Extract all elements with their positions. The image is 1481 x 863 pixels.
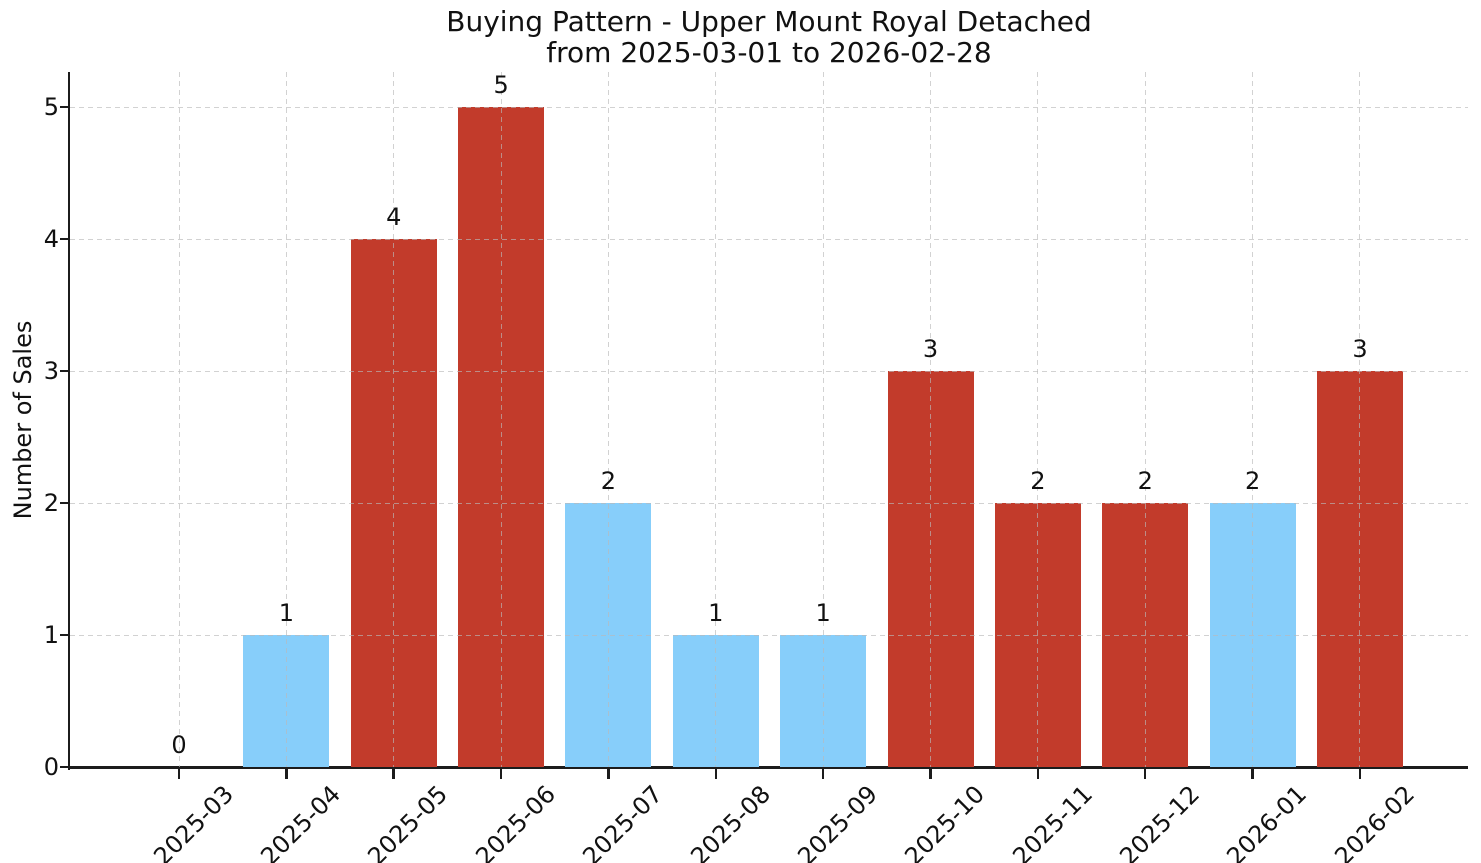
x-tick-mark-2025-08 [714,768,718,779]
bar-value-label-2025-08: 1 [708,599,724,627]
x-tick-label-2025-04: 2025-04 [255,780,347,863]
v-gridline-2025-03 [178,72,180,767]
x-tick-label-2025-05: 2025-05 [362,780,454,863]
bar-2025-06 [458,107,545,767]
x-tick-mark-2025-09 [821,768,825,779]
bar-value-label-2025-05: 4 [386,203,402,231]
x-tick-label-2026-02: 2026-02 [1329,780,1420,863]
bar-2025-08 [672,635,759,767]
x-tick-mark-2026-01 [1251,768,1254,779]
bar-2025-12 [1102,503,1189,767]
h-gridline-4 [70,238,1468,240]
y-tick-mark-1 [60,633,70,637]
chart-title: Buying Pattern - Upper Mount Royal Detac… [70,6,1468,68]
bar-value-label-2025-06: 5 [493,71,509,99]
x-tick-label-2025-09: 2025-09 [792,780,883,863]
bar-2025-11 [994,503,1081,767]
bar-value-label-2025-10: 3 [922,335,939,363]
x-tick-mark-2025-05 [392,768,395,779]
bar-2025-10 [887,371,974,767]
y-tick-label-4: 4 [43,225,59,253]
y-tick-label-1: 1 [43,621,59,649]
bar-value-label-2025-12: 2 [1137,467,1153,495]
bar-2026-02 [1316,371,1403,767]
x-tick-mark-2025-03 [177,768,181,779]
x-tick-label-2025-03: 2025-03 [148,780,239,863]
bar-2025-04 [243,635,330,767]
chart-title-line2: from 2025-03-01 to 2026-02-28 [546,36,992,69]
h-gridline-5 [70,106,1468,108]
x-tick-mark-2025-10 [929,768,932,779]
x-tick-mark-2025-07 [607,768,610,779]
x-tick-mark-2025-06 [499,768,503,779]
x-tick-label-2025-06: 2025-06 [470,780,561,863]
h-gridline-3 [70,370,1468,372]
x-tick-mark-2025-11 [1036,768,1040,779]
bar-2025-07 [565,503,652,767]
bar-2026-01 [1209,503,1296,767]
bar-value-label-2025-03: 0 [171,731,187,759]
x-tick-mark-2025-12 [1143,768,1147,779]
y-tick-mark-5 [60,105,70,109]
bar-value-label-2025-09: 1 [815,599,831,627]
y-tick-label-5: 5 [43,93,59,121]
bar-value-label-2025-04: 1 [278,599,294,627]
y-tick-label-0: 0 [43,753,59,781]
x-tick-label-2026-01: 2026-01 [1221,780,1313,863]
bar-value-label-2026-01: 2 [1244,467,1261,495]
bar-2025-05 [350,239,437,767]
bar-2025-09 [780,635,867,767]
bar-value-label-2025-11: 2 [1030,467,1046,495]
y-tick-mark-4 [60,237,70,241]
x-tick-label-2025-08: 2025-08 [684,780,776,863]
bar-value-label-2025-07: 2 [600,467,617,495]
y-tick-mark-0 [60,765,70,769]
y-tick-label-2: 2 [43,489,59,517]
x-tick-mark-2026-02 [1358,768,1362,779]
x-tick-label-2025-11: 2025-11 [1006,780,1098,863]
chart-title-line1: Buying Pattern - Upper Mount Royal Detac… [446,5,1092,38]
x-axis-spine [67,766,1468,769]
y-tick-mark-3 [60,369,70,373]
x-tick-mark-2025-04 [285,768,288,779]
y-tick-label-3: 3 [43,357,59,385]
y-tick-mark-2 [60,501,70,505]
bar-value-label-2026-02: 3 [1352,335,1368,363]
x-tick-label-2025-10: 2025-10 [899,780,991,863]
y-axis-spine [67,72,70,770]
x-tick-label-2025-07: 2025-07 [577,780,669,863]
x-tick-label-2025-12: 2025-12 [1114,780,1206,863]
